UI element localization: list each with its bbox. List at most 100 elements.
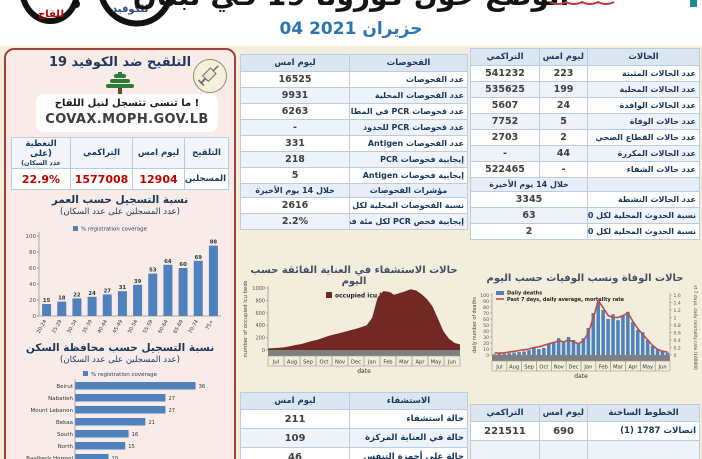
table-cell: 2616 [240, 197, 350, 214]
table-cell: نسبة الفحوصات المحلية لكل ...... [349, 197, 468, 214]
table-row: إيجابية فحوصات PCR 218 [240, 151, 468, 168]
table-cell: إيجابية فحص PCR لكل مئة فحص [349, 213, 468, 230]
table-cell: إيجابية فحوصات PCR [349, 151, 468, 168]
table-cell: 211 [240, 409, 350, 429]
svg-text:20: 20 [29, 298, 36, 304]
svg-text:Aug: Aug [287, 360, 297, 366]
svg-text:North: North [58, 444, 74, 450]
table-cell: 2 [470, 223, 588, 240]
age-chart-title: نسبة التسجيل حسب العمر [51, 194, 189, 206]
col-yesterday: ليوم امس [132, 137, 185, 169]
svg-text:100: 100 [480, 293, 489, 299]
svg-text:21: 21 [148, 420, 155, 426]
table-cell: عدد الحالات المكررة [587, 145, 700, 162]
svg-text:date: date [357, 368, 371, 375]
age-chart-subtitle: (عدد المسجلين على عدد السكان) [60, 207, 180, 217]
table-row: عدد الحالات المحلية 199 535625 [470, 81, 700, 98]
svg-text:Jun: Jun [658, 365, 667, 371]
table-cell: 221511 [470, 421, 540, 441]
phone-hotline-icons [20, 0, 174, 27]
table-cell: عدد الفحوصات المحلية [349, 87, 468, 104]
table-cell: 690 [539, 421, 588, 441]
svg-text:Oct: Oct [320, 360, 329, 366]
svg-text:Apr: Apr [628, 365, 638, 371]
svg-text:45-49: 45-49 [112, 319, 124, 335]
svg-text:0.6: 0.6 [674, 330, 681, 336]
col-coverage: التغطية (على عدد السكان) [11, 137, 71, 169]
svg-text:69: 69 [195, 255, 203, 261]
svg-text:70-74: 70-74 [188, 319, 200, 335]
svg-text:35-39: 35-39 [81, 319, 93, 335]
svg-text:0: 0 [262, 348, 265, 354]
svg-text:Nabatieh: Nabatieh [48, 396, 73, 402]
hotline-yesterday-header: ليوم امس [539, 404, 588, 422]
table-cell: عدد فحوصات PCR في المطار [349, 103, 468, 120]
table-cell: عدد حالات القطاع الصحي [587, 129, 700, 146]
table-row: عدد الحالات الوافدة 24 5607 [470, 97, 700, 114]
hotline-header: الخطوط الساخنة [587, 404, 700, 422]
table-cell: 63 [470, 207, 588, 224]
svg-text:800: 800 [255, 298, 265, 304]
table-row: عدد الفحوصات المحلية 9931 [240, 87, 468, 104]
table-cell [539, 440, 588, 459]
table-cell: 6263 [240, 103, 350, 120]
table-row: عدد الفحوصات 16525 [240, 71, 468, 88]
svg-text:60-64: 60-64 [157, 319, 169, 335]
table-cell: 218 [240, 151, 350, 168]
table-row: نسبة الفحوصات المحلية لكل ......2616 [240, 197, 468, 214]
table-cell: عدد الحالات المثبتة [587, 65, 700, 82]
svg-text:Jul: Jul [495, 365, 502, 371]
vaccine-panel-title: التلقيح ضد الكوفيد 19 [48, 55, 192, 70]
svg-text:40: 40 [29, 282, 36, 288]
svg-text:May: May [642, 365, 653, 371]
table-cell: - [240, 119, 350, 136]
registered-coverage: 22.9% [11, 168, 71, 190]
table-cell: نسبة الحدوث المحلية لكل 100000 [587, 207, 700, 224]
svg-text:Nov: Nov [554, 365, 564, 371]
table-row: إيجابية فحوصات Antigen 5 [240, 167, 468, 184]
svg-text:60: 60 [179, 262, 187, 268]
svg-text:0: 0 [486, 353, 489, 359]
svg-text:Feb: Feb [599, 365, 609, 371]
table-row: عدد الفحوصات Antigen 331 [240, 135, 468, 152]
table-cell: اتصالات 1787 (1) [587, 421, 700, 441]
svg-text:30-34: 30-34 [66, 319, 78, 335]
svg-text:22: 22 [73, 292, 81, 298]
svg-text:1: 1 [674, 315, 677, 321]
table-cell: 2703 [470, 129, 540, 146]
svg-text:0.8: 0.8 [674, 323, 681, 329]
svg-text:Jan: Jan [583, 365, 592, 371]
svg-text:Past 7 days, daily mortality r: Past 7 days, daily mortality rate /10000… [692, 285, 698, 370]
svg-text:% registration coverage: % registration coverage [91, 372, 158, 378]
svg-text:65-69: 65-69 [172, 319, 184, 335]
svg-text:64: 64 [164, 259, 172, 265]
hotline-table: الخطوط الساخنة ليوم امس التراكمي اتصالات… [470, 404, 700, 459]
hospitalization-yesterday-header: ليوم امس [240, 392, 350, 410]
tests-yesterday-header: ليوم امس [240, 54, 350, 72]
cases-table: الحالات ليوم امس التراكمي عدد الحالات ال… [470, 48, 700, 240]
svg-text:Bekaa: Bekaa [56, 420, 73, 426]
table-cell: حالة على أجهزة التنفس [349, 447, 468, 459]
tests-table: الفحوصات ليوم امس عدد الفحوصات 16525 عدد ا… [240, 54, 468, 230]
table-header-row: الاستشفاء ليوم امس [240, 392, 468, 410]
registered-label: المسجلين [184, 168, 229, 190]
table-row: حالة في العناية المركزة 109 [240, 428, 468, 448]
table-cell: 46 [240, 447, 350, 459]
registered-yesterday: 12904 [132, 168, 185, 190]
cases-yesterday-header: ليوم امس [539, 48, 588, 66]
deaths-section-title: حالات الوفاة ونسب الوفيات حسب اليوم [486, 273, 684, 284]
gov-chart-subtitle: (عدد المسجلين على عدد السكان) [60, 355, 180, 365]
svg-text:1.6: 1.6 [674, 293, 681, 299]
svg-text:Jun: Jun [447, 360, 456, 366]
covax-site-link[interactable]: COVAX.MOPH.GOV.LB [45, 112, 209, 127]
table-cell: 331 [240, 135, 350, 152]
masthead: للقاح للكوفيد الوضع حول كورونا 19 في لبن… [0, 0, 702, 46]
period-label: خلال 14 يوم الأخيرة [470, 177, 588, 192]
table-cell: حالة في العناية المركزة [349, 428, 468, 448]
svg-text:88: 88 [210, 240, 218, 246]
page-title: الوضع حول كورونا 19 في لبنان [0, 0, 702, 12]
svg-text:600: 600 [255, 311, 265, 317]
table-cell: - [470, 145, 540, 162]
table-cell [470, 440, 540, 459]
svg-text:South: South [57, 432, 73, 438]
